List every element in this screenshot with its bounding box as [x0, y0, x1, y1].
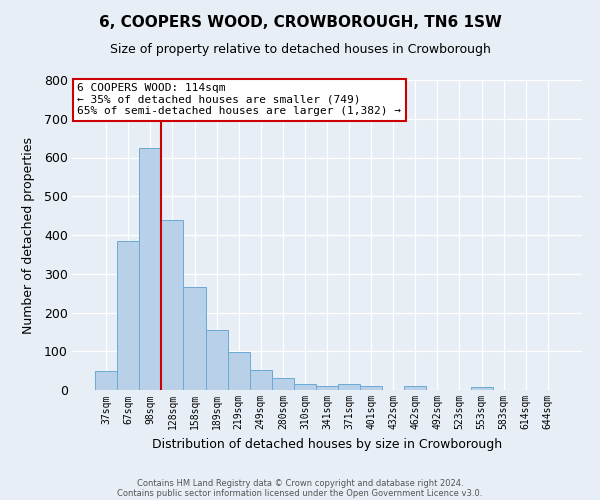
Text: Contains public sector information licensed under the Open Government Licence v3: Contains public sector information licen… — [118, 488, 482, 498]
Bar — [316, 386, 338, 390]
Bar — [117, 241, 139, 390]
X-axis label: Distribution of detached houses by size in Crowborough: Distribution of detached houses by size … — [152, 438, 502, 451]
Bar — [250, 370, 272, 390]
Bar — [161, 220, 184, 390]
Bar — [338, 384, 360, 390]
Bar — [227, 352, 250, 390]
Text: Size of property relative to detached houses in Crowborough: Size of property relative to detached ho… — [110, 42, 490, 56]
Bar — [294, 384, 316, 390]
Bar — [360, 386, 382, 390]
Text: 6, COOPERS WOOD, CROWBOROUGH, TN6 1SW: 6, COOPERS WOOD, CROWBOROUGH, TN6 1SW — [98, 15, 502, 30]
Bar — [404, 386, 427, 390]
Bar — [206, 330, 227, 390]
Text: Contains HM Land Registry data © Crown copyright and database right 2024.: Contains HM Land Registry data © Crown c… — [137, 478, 463, 488]
Y-axis label: Number of detached properties: Number of detached properties — [22, 136, 35, 334]
Bar — [184, 288, 206, 390]
Bar — [272, 378, 294, 390]
Text: 6 COOPERS WOOD: 114sqm
← 35% of detached houses are smaller (749)
65% of semi-de: 6 COOPERS WOOD: 114sqm ← 35% of detached… — [77, 83, 401, 116]
Bar — [139, 148, 161, 390]
Bar — [95, 372, 117, 390]
Bar — [470, 388, 493, 390]
